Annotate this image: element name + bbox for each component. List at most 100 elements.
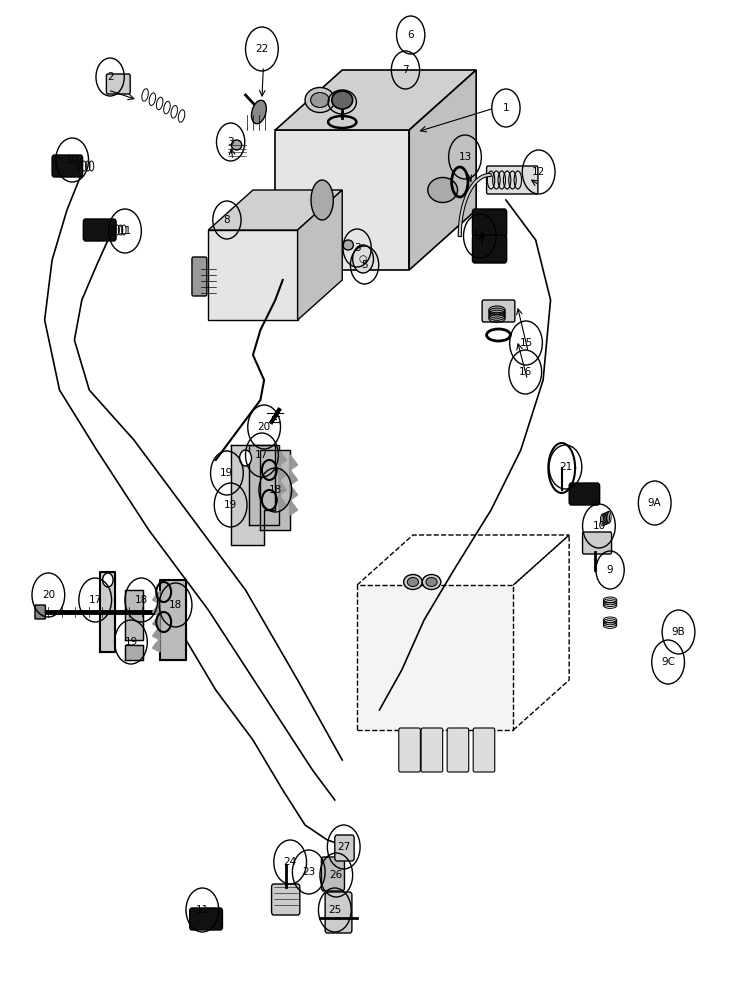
Polygon shape (357, 585, 513, 730)
Polygon shape (290, 470, 298, 485)
Text: 10: 10 (592, 521, 606, 531)
Text: 21: 21 (559, 462, 572, 472)
Text: 18: 18 (169, 600, 182, 610)
FancyBboxPatch shape (472, 209, 507, 237)
Polygon shape (100, 572, 115, 652)
FancyBboxPatch shape (473, 728, 495, 772)
Polygon shape (153, 603, 160, 616)
Polygon shape (279, 465, 286, 480)
Text: 26: 26 (330, 870, 343, 880)
Text: 7: 7 (403, 65, 408, 75)
Polygon shape (249, 445, 279, 525)
Ellipse shape (343, 240, 353, 250)
Text: 16: 16 (519, 367, 532, 377)
Ellipse shape (403, 574, 423, 589)
Ellipse shape (305, 88, 335, 112)
Polygon shape (153, 591, 160, 604)
Circle shape (240, 450, 251, 466)
Text: 12: 12 (532, 167, 545, 177)
Ellipse shape (408, 578, 418, 586)
Text: 19: 19 (224, 500, 237, 510)
Ellipse shape (311, 93, 329, 107)
Text: 24: 24 (283, 857, 297, 867)
FancyBboxPatch shape (335, 835, 354, 861)
Ellipse shape (231, 140, 242, 150)
Text: 22: 22 (255, 44, 269, 54)
Polygon shape (160, 580, 186, 660)
Polygon shape (260, 450, 290, 530)
Polygon shape (290, 500, 298, 515)
Polygon shape (208, 190, 342, 230)
Text: 3: 3 (354, 243, 360, 253)
Text: 18: 18 (135, 595, 148, 605)
FancyBboxPatch shape (190, 908, 222, 930)
Circle shape (103, 573, 113, 587)
Text: 3: 3 (228, 137, 234, 147)
Polygon shape (298, 190, 342, 320)
Polygon shape (275, 70, 476, 130)
FancyBboxPatch shape (569, 483, 600, 505)
Ellipse shape (251, 100, 266, 124)
Polygon shape (279, 480, 286, 495)
Polygon shape (153, 615, 160, 628)
Text: 6: 6 (408, 30, 414, 40)
FancyBboxPatch shape (321, 857, 344, 891)
Text: 10: 10 (65, 155, 79, 165)
Ellipse shape (311, 180, 333, 220)
Text: 9A: 9A (648, 498, 661, 508)
FancyBboxPatch shape (482, 300, 515, 322)
Text: 19: 19 (124, 637, 138, 647)
Text: 11: 11 (118, 226, 132, 236)
Text: 20: 20 (257, 422, 271, 432)
FancyBboxPatch shape (272, 884, 300, 915)
Text: 9: 9 (607, 565, 613, 575)
Text: 27: 27 (337, 842, 350, 852)
Ellipse shape (422, 574, 440, 589)
FancyBboxPatch shape (35, 605, 45, 619)
Polygon shape (153, 627, 160, 640)
Text: 23: 23 (302, 867, 315, 877)
Text: 13: 13 (458, 152, 472, 162)
Text: 9B: 9B (672, 627, 685, 637)
FancyBboxPatch shape (52, 155, 83, 177)
Text: 18: 18 (269, 485, 282, 495)
Text: 2: 2 (107, 72, 113, 82)
Text: 25: 25 (328, 905, 341, 915)
Ellipse shape (428, 178, 458, 202)
Polygon shape (275, 130, 409, 270)
Polygon shape (290, 485, 298, 500)
Polygon shape (231, 445, 275, 545)
Text: 8: 8 (224, 215, 230, 225)
FancyBboxPatch shape (399, 728, 420, 772)
Text: 17: 17 (255, 450, 269, 460)
FancyBboxPatch shape (83, 219, 116, 241)
Ellipse shape (332, 91, 353, 109)
Circle shape (353, 245, 373, 273)
Polygon shape (153, 639, 160, 652)
Text: 5: 5 (362, 260, 368, 270)
Text: 1: 1 (503, 103, 509, 113)
Polygon shape (279, 495, 286, 510)
Text: 9C: 9C (661, 657, 675, 667)
Text: 19: 19 (220, 468, 234, 478)
FancyBboxPatch shape (192, 257, 207, 296)
Text: 11: 11 (196, 905, 209, 915)
Ellipse shape (426, 578, 437, 586)
FancyBboxPatch shape (106, 74, 130, 94)
FancyBboxPatch shape (325, 892, 352, 933)
Text: 15: 15 (519, 338, 533, 348)
Polygon shape (279, 450, 286, 465)
Polygon shape (290, 455, 298, 470)
FancyBboxPatch shape (421, 728, 443, 772)
Text: 17: 17 (89, 595, 102, 605)
FancyBboxPatch shape (487, 166, 538, 194)
Text: 20: 20 (42, 590, 55, 600)
Text: 14: 14 (473, 231, 487, 241)
FancyBboxPatch shape (472, 235, 507, 263)
FancyBboxPatch shape (447, 728, 469, 772)
Text: ○: ○ (359, 254, 368, 264)
FancyBboxPatch shape (583, 532, 612, 554)
Polygon shape (409, 70, 476, 270)
Polygon shape (208, 230, 298, 320)
Polygon shape (125, 645, 143, 660)
